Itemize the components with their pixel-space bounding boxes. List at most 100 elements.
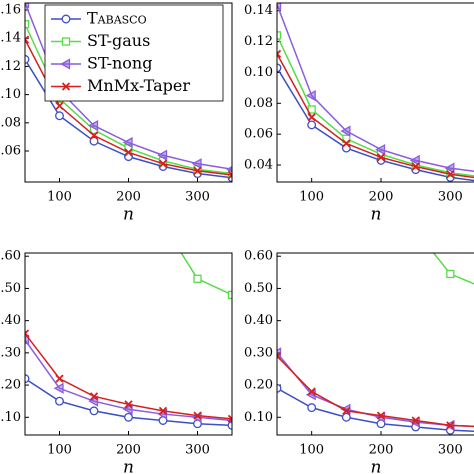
marker [157,149,168,161]
y-tick-label: 0.30 [244,345,273,360]
series-line [277,4,474,173]
x-axis-label: n [123,205,134,225]
y-tick-label: 0.60 [244,249,273,264]
y-tick-label: 0.06 [244,127,273,142]
x-tick-label: 100 [47,190,72,205]
marker [193,274,202,283]
x-tick-label: 200 [116,190,141,205]
y-tick-label: 0.40 [0,313,21,328]
marker [122,136,133,149]
y-tick-label: 0.50 [244,281,273,296]
plot-area [25,221,232,430]
marker [446,269,455,279]
marker [227,414,232,424]
plot-area [277,227,474,435]
marker [305,89,316,102]
marker [124,412,133,422]
marker [55,101,64,111]
marker [446,170,455,179]
x-tick-label: 300 [185,443,210,458]
series-line [432,253,474,285]
x-tick-label: 200 [116,443,141,458]
y-tick-label: 0.04 [244,158,273,173]
marker [89,406,99,416]
marker [25,329,30,338]
y-tick-label: 0.14 [244,3,273,18]
marker [55,396,64,406]
x-axis-label: n [371,458,382,474]
x-tick-label: 300 [438,190,463,205]
marker [227,290,232,300]
marker [89,136,99,146]
marker [158,406,168,415]
legend-marker [60,58,71,70]
y-tick-label: 0.20 [244,378,273,393]
y-tick-label: 0.60 [0,249,21,264]
legend-marker [61,37,71,46]
marker [53,382,64,394]
x-tick-label: 300 [438,443,463,458]
marker [375,143,386,156]
y-tick-label: 0.14 [0,31,21,46]
marker [55,111,64,121]
legend-marker [61,82,71,91]
y-tick-label: 0.08 [0,115,21,130]
marker [25,3,30,9]
marker [55,374,64,383]
x-tick-label: 100 [299,190,324,205]
legend-label: MnMx-Taper [87,76,190,95]
marker [307,120,317,130]
marker [193,411,202,420]
marker [191,158,202,170]
marker [277,3,282,11]
marker [89,131,99,140]
y-tick-label: 0.08 [244,96,273,111]
series-line [277,352,474,428]
marker [124,400,133,409]
y-tick-label: 0.30 [0,345,21,360]
marker [124,148,133,157]
x-tick-label: 100 [299,443,324,458]
marker [88,120,99,132]
marker [193,166,202,175]
series-line [277,67,474,182]
marker [89,392,99,401]
marker [341,412,351,422]
axes-frame [276,2,474,183]
marker [412,227,419,234]
marker [307,403,317,413]
y-tick-label: 0.20 [0,378,21,393]
y-tick-label: 0.10 [0,410,21,425]
y-tick-label: 0.10 [244,410,273,425]
marker [376,153,386,162]
x-axis-label: n [371,205,382,225]
legend-marker [61,14,71,24]
x-axis-label: n [123,458,134,474]
y-tick-label: 0.40 [244,313,273,328]
marker [409,154,420,167]
y-tick-label: 0.12 [0,59,21,74]
marker [277,49,282,59]
x-tick-label: 100 [47,443,72,458]
marker [342,139,351,148]
legend-box [44,4,224,102]
marker [411,162,420,171]
legend-label: ST-gaus [87,31,150,50]
x-tick-label: 200 [369,443,394,458]
marker [25,35,30,44]
marker [342,406,351,415]
y-tick-label: 0.12 [244,34,273,49]
y-tick-label: 0.06 [0,143,21,158]
marker [340,125,351,137]
y-tick-label: 0.16 [0,3,21,18]
marker [307,113,316,122]
axes-frame [276,252,474,436]
marker [411,416,420,425]
marker [277,351,282,361]
marker [307,387,316,396]
x-tick-label: 300 [185,190,210,205]
legend-label: ST-nong [87,54,152,73]
marker [160,221,167,228]
marker [25,19,30,29]
